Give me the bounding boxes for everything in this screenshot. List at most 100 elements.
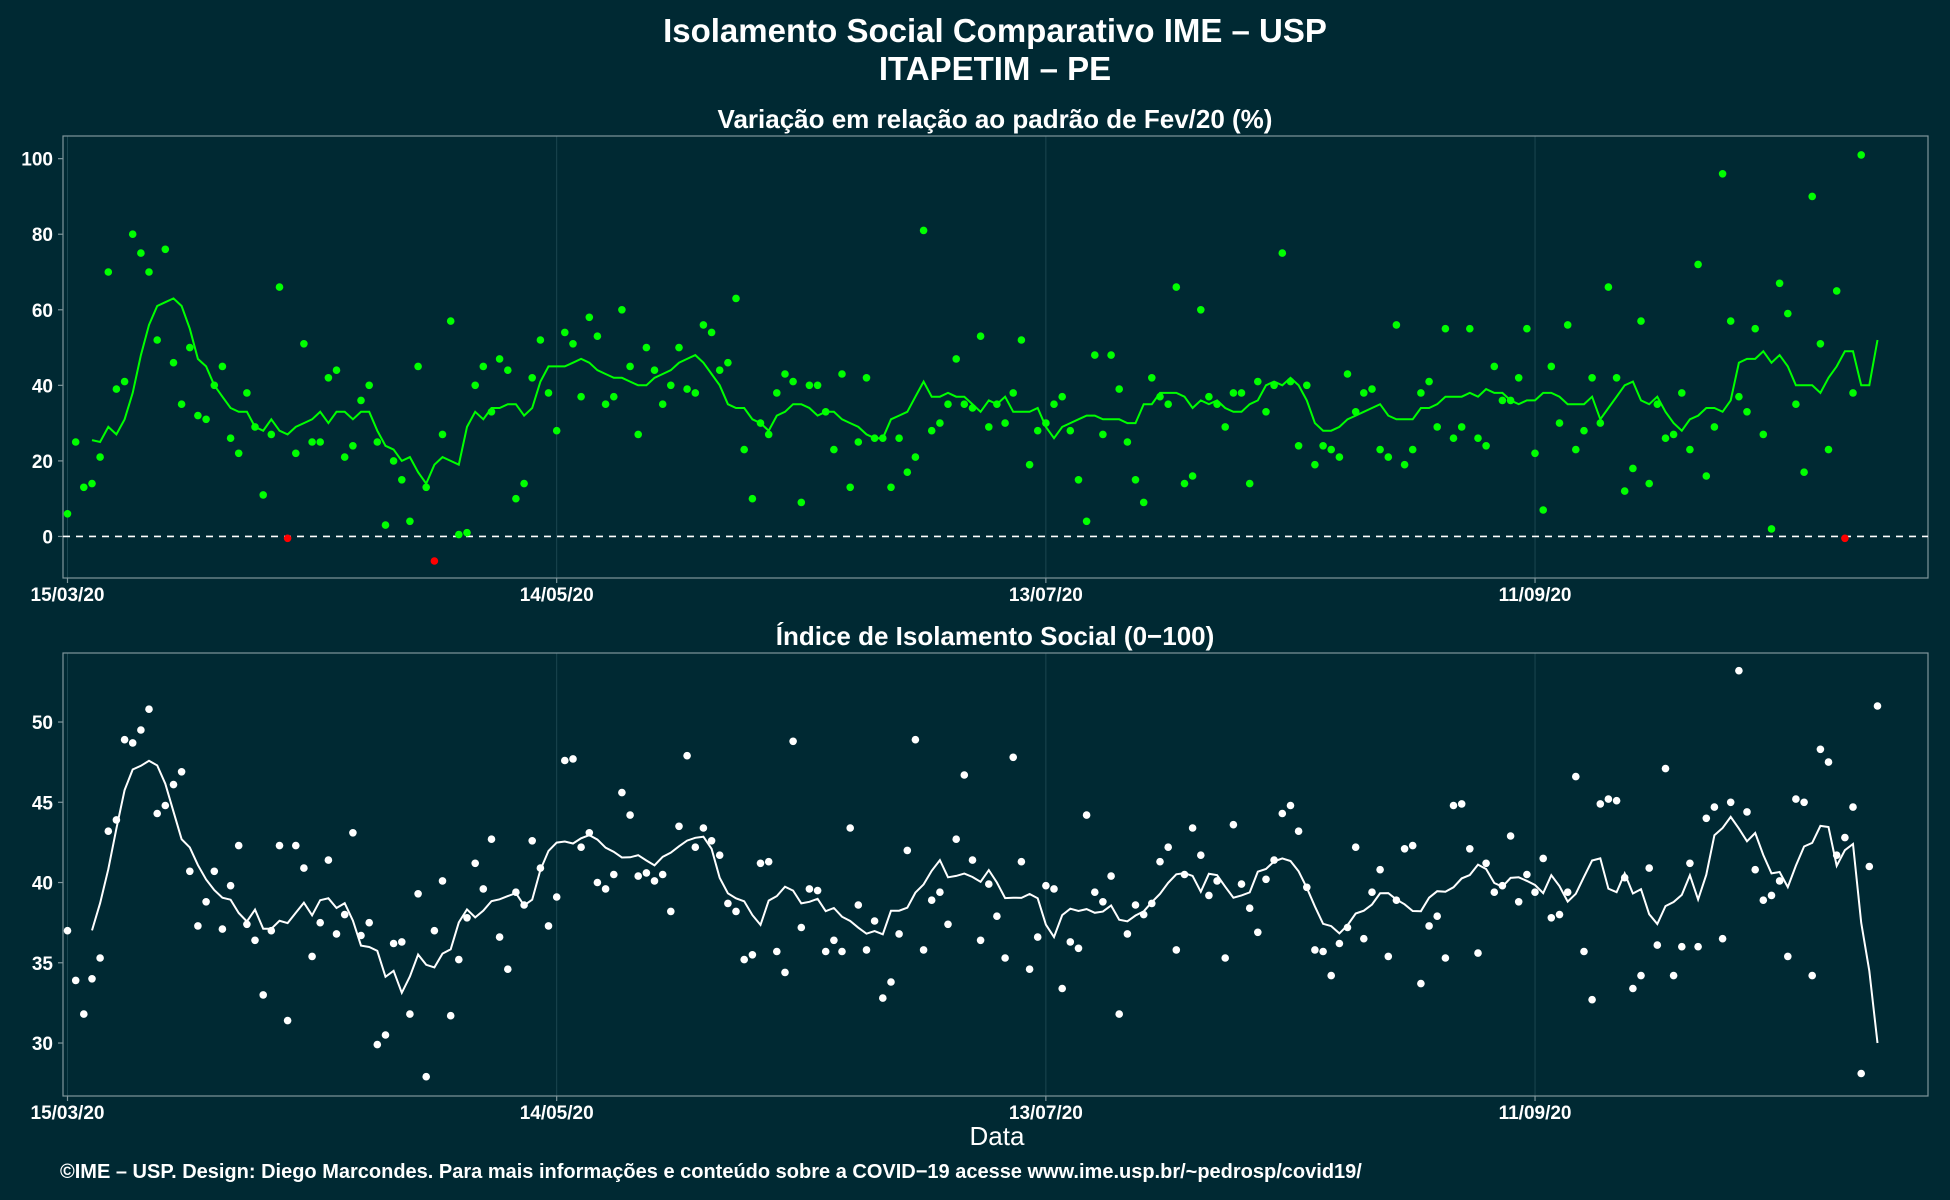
variation-point xyxy=(1042,419,1050,427)
variation-point xyxy=(1645,479,1653,488)
index-point xyxy=(854,901,863,909)
index-point xyxy=(870,917,879,925)
index-point xyxy=(1612,796,1621,805)
variation-point xyxy=(773,389,781,397)
variation-point xyxy=(1327,445,1335,454)
index-point xyxy=(186,867,194,876)
index-point xyxy=(88,975,96,983)
index-point xyxy=(667,907,675,916)
variation-point xyxy=(618,306,626,314)
variation-point xyxy=(1360,389,1368,397)
variation-point xyxy=(1629,464,1637,473)
variation-point xyxy=(944,400,952,409)
index-point xyxy=(1514,898,1523,906)
index-point xyxy=(781,968,789,977)
variation-point xyxy=(414,362,422,371)
variation-point xyxy=(389,457,398,465)
variation-point xyxy=(1115,385,1123,393)
variation-point xyxy=(1506,396,1515,405)
variation-xtick-label-0: 15/03/20 xyxy=(31,585,105,606)
index-point xyxy=(1506,832,1515,840)
index-point xyxy=(1319,947,1327,956)
variation-point xyxy=(675,343,683,352)
index-point xyxy=(414,890,422,898)
variation-point xyxy=(1620,487,1629,495)
index-point xyxy=(1213,877,1221,885)
index-point xyxy=(1466,845,1474,853)
variation-point xyxy=(349,442,357,450)
variation-point xyxy=(1490,362,1499,371)
variation-point xyxy=(748,494,757,503)
variation-point xyxy=(455,530,463,539)
variation-point xyxy=(1792,400,1800,409)
index-point xyxy=(1832,851,1841,859)
variation-point xyxy=(1653,400,1662,409)
variation-point xyxy=(1270,381,1278,390)
index-point xyxy=(1360,934,1368,943)
index-point xyxy=(764,857,773,866)
index-point xyxy=(1115,1010,1123,1018)
index-point xyxy=(1327,971,1335,980)
variation-point xyxy=(1099,430,1107,439)
index-point xyxy=(993,912,1001,920)
index-point xyxy=(911,735,920,744)
index-point xyxy=(919,946,928,954)
variation-point xyxy=(251,423,259,431)
index-point xyxy=(748,951,757,959)
index-point xyxy=(1099,898,1107,906)
index-point xyxy=(194,922,202,930)
index-point xyxy=(1017,857,1026,866)
variation-point xyxy=(332,366,341,375)
variation-point xyxy=(1767,525,1776,533)
index-point xyxy=(732,907,740,916)
index-point xyxy=(1164,843,1172,851)
variation-point xyxy=(1669,430,1678,439)
index-point xyxy=(927,896,936,904)
variation-point xyxy=(194,411,202,420)
index-point xyxy=(1066,938,1075,946)
variation-point xyxy=(683,385,691,393)
variation-point xyxy=(528,374,536,382)
index-point xyxy=(1392,896,1401,904)
index-point xyxy=(1262,875,1270,884)
index-point xyxy=(1033,933,1042,941)
chart-title: Isolamento Social Comparativo IME – USP xyxy=(663,12,1327,49)
variation-point xyxy=(1710,423,1719,431)
index-point xyxy=(610,870,618,879)
index-point xyxy=(137,726,145,734)
index-point xyxy=(495,933,504,941)
variation-point xyxy=(862,374,871,382)
index-point xyxy=(936,888,944,896)
index-point xyxy=(324,856,333,864)
variation-point xyxy=(259,491,268,499)
index-point xyxy=(1653,941,1662,949)
index-point xyxy=(683,751,691,760)
variation-xtick-label-1: 14/05/20 xyxy=(520,585,594,606)
index-point xyxy=(642,869,651,877)
variation-point xyxy=(234,449,243,458)
variation-point xyxy=(1604,283,1613,291)
variation-point xyxy=(903,468,912,477)
index-point xyxy=(479,885,488,893)
variation-ytick-label-0: 0 xyxy=(42,527,53,548)
index-point xyxy=(593,878,602,887)
variation-panel: 0 20 40 60 80 100 15/03/20 14/05/20 13/07/20 11/0… xyxy=(21,135,1929,606)
variation-point xyxy=(1743,408,1751,416)
index-point xyxy=(1792,795,1800,803)
index-point xyxy=(1784,952,1792,961)
index-point xyxy=(821,947,830,956)
index-point xyxy=(658,870,667,879)
variation-point xyxy=(1563,321,1572,329)
index-point xyxy=(1490,888,1499,896)
variation-point xyxy=(1001,419,1009,427)
variation-point xyxy=(1498,396,1507,405)
index-point xyxy=(128,739,137,747)
index-point xyxy=(724,899,732,908)
index-point xyxy=(577,843,585,851)
index-point xyxy=(283,1016,292,1025)
variation-point xyxy=(512,494,520,503)
variation-point xyxy=(1441,324,1450,333)
index-point xyxy=(650,877,659,885)
variation-point xyxy=(724,358,732,367)
index-point xyxy=(455,955,463,964)
